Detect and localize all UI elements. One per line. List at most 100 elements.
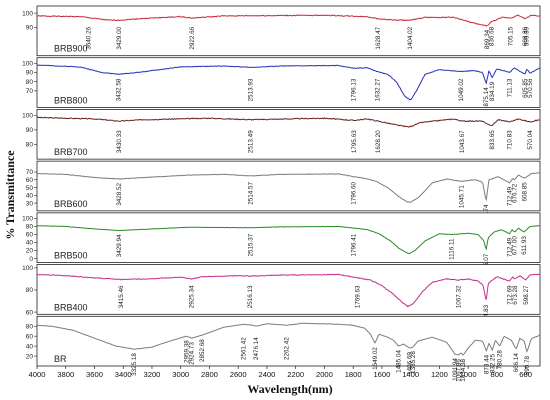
peak-label: 676.72 <box>512 183 519 203</box>
x-tick-label: 3000 <box>172 370 189 379</box>
x-tick-label: 2800 <box>201 370 218 379</box>
spectrum-panel: 80 90 100 BRB700 3430.33 2513.49 1795.63 1628.2… <box>22 109 541 160</box>
peak-label: 2852.68 <box>199 339 206 362</box>
peak-label: 611.93 <box>521 236 528 255</box>
peak-label: 3415.46 <box>118 285 125 308</box>
peak-label: 1406.69 <box>407 352 414 375</box>
peak-label: 570.04 <box>527 130 534 150</box>
peak-label: 834.19 <box>489 81 496 101</box>
series-name: BRB900 <box>54 44 88 54</box>
peak-label: 677.00 <box>512 236 519 256</box>
y-tick-label: 80 <box>26 142 34 149</box>
peak-label: 608.85 <box>521 182 528 202</box>
y-tick-label: 100 <box>22 265 33 272</box>
peak-label: 780.28 <box>497 350 504 370</box>
x-tick-label: 1400 <box>402 370 419 379</box>
peak-label: 1049.02 <box>458 78 465 101</box>
peak-label: 2262.42 <box>284 337 291 360</box>
series-name: BR <box>54 354 67 364</box>
y-tick-label: 80 <box>26 323 34 330</box>
spectrum-line <box>36 322 540 356</box>
peak-label: 2515.37 <box>247 233 254 256</box>
y-tick-label: 20 <box>26 353 34 360</box>
x-tick-label: 2200 <box>287 370 304 379</box>
spectrum-panel: 70 80 90 100 BRB800 3432.58 2513.93 1796.13 1632… <box>22 57 541 108</box>
peak-label: 590.78 <box>524 356 531 376</box>
panel-frame <box>36 212 541 263</box>
peak-label: 595.39 <box>523 26 530 46</box>
peak-label: 873.44 <box>483 354 490 374</box>
series-name: BRB600 <box>54 199 88 209</box>
y-axis-title: % Transmittance <box>3 150 17 240</box>
peak-label: 3429.94 <box>116 234 123 257</box>
y-tick-label: 40 <box>26 240 34 247</box>
y-tick-label: 100 <box>22 112 33 119</box>
peak-label: 1628.47 <box>375 26 382 49</box>
spectrum-line <box>36 225 540 255</box>
peak-label: 1795.63 <box>351 130 358 153</box>
y-tick-label: 70 <box>26 169 34 176</box>
x-tick-label: 800 <box>491 370 504 379</box>
y-tick-label: 100 <box>22 216 33 223</box>
spectrum-panel: 60 80 100 BRB400 3415.46 2925.34 2516.13 1769.6… <box>22 264 541 324</box>
y-tick-label: 80 <box>26 224 34 231</box>
x-tick-label: 2000 <box>316 370 333 379</box>
peak-label: 833.65 <box>489 130 496 150</box>
y-tick-label: 40 <box>26 343 34 350</box>
x-tick-label: 1600 <box>373 370 390 379</box>
peak-label: 570.56 <box>527 78 534 98</box>
y-tick-label: 60 <box>26 232 34 239</box>
peak-label: 2922.66 <box>189 26 196 49</box>
peak-label: 603.86 <box>522 26 529 46</box>
peak-label: 712.69 <box>506 285 513 305</box>
panel-frame <box>36 5 541 57</box>
peak-label: 1796.41 <box>351 233 358 256</box>
peak-label: 2476.14 <box>253 337 260 360</box>
y-tick-label: 100 <box>22 10 33 17</box>
peak-label: 605.85 <box>522 78 529 98</box>
peak-label: 2925.34 <box>188 285 195 308</box>
peak-label: 875.14 <box>483 87 490 107</box>
peak-label: 1769.63 <box>354 285 361 308</box>
peak-label: 1116.11 <box>449 238 456 260</box>
peak-label: 1628.20 <box>375 130 382 153</box>
y-tick-label: 20 <box>26 248 34 255</box>
peak-label: 1067.32 <box>455 285 462 308</box>
peak-label: 836.68 <box>489 26 496 46</box>
peak-label: 1043.67 <box>459 130 466 153</box>
peak-label: 673.28 <box>512 285 519 305</box>
y-tick-label: 60 <box>26 309 34 316</box>
y-tick-label: 70 <box>26 88 34 95</box>
peak-label: 1091.94 <box>452 358 459 381</box>
y-tick-label: 90 <box>26 70 34 77</box>
peak-label: 710.83 <box>507 130 514 150</box>
x-tick-label: 1800 <box>345 370 362 379</box>
series-name: BRB700 <box>54 147 88 157</box>
peak-label: 869.34 <box>484 29 491 49</box>
x-tick-label: 2600 <box>230 370 247 379</box>
peak-label: 2513.49 <box>248 130 255 153</box>
spectrum-line <box>36 64 541 101</box>
peak-label: 3430.33 <box>116 130 123 153</box>
x-tick-label: 3400 <box>115 370 132 379</box>
y-tick-label: 50 <box>26 185 34 192</box>
peak-label: 875.07 <box>483 253 490 273</box>
panel-frame <box>36 109 541 160</box>
peak-label: 3325.18 <box>131 353 138 376</box>
panel-frame <box>36 160 541 212</box>
peak-label: 1649.02 <box>372 347 379 370</box>
peak-label: 2514.57 <box>248 182 255 205</box>
peak-label: 3640.26 <box>86 26 93 49</box>
peak-label: 2561.42 <box>241 337 248 360</box>
series-name: BRB500 <box>54 251 88 261</box>
spectrum-line <box>36 273 540 308</box>
peak-label: 712.49 <box>506 186 513 206</box>
series-name: BRB400 <box>54 302 88 312</box>
y-tick-label: 80 <box>26 79 34 86</box>
spectrum-line <box>36 172 540 203</box>
x-tick-label: 600 <box>519 370 532 379</box>
peak-label: 705.15 <box>507 26 514 46</box>
